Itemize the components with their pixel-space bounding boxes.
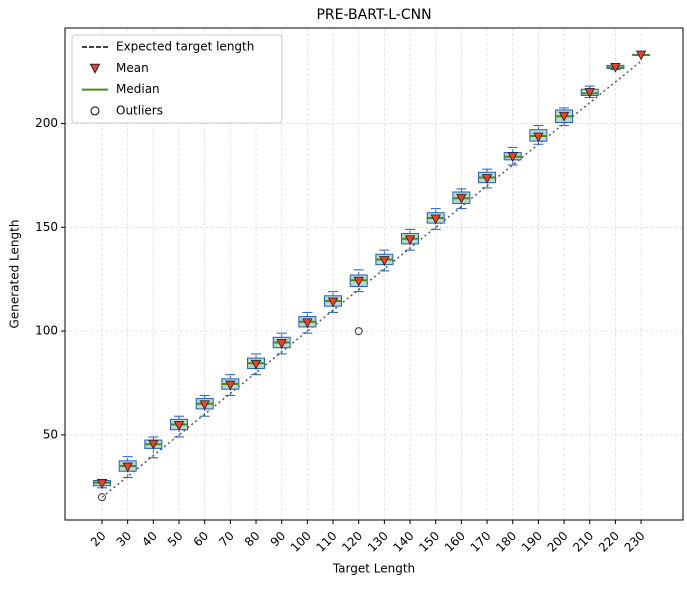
- mean-marker: [327, 297, 339, 308]
- mean-marker: [430, 214, 441, 225]
- legend-label: Median: [116, 82, 160, 96]
- mean-marker: [635, 50, 647, 61]
- mean-marker: [96, 479, 108, 490]
- mean-marker: [610, 63, 621, 73]
- mean-marker: [404, 235, 416, 246]
- y-tick-label: 200: [35, 116, 58, 130]
- expected-line: [101, 60, 642, 498]
- legend-symbol: [89, 63, 101, 74]
- mean-marker: [225, 380, 236, 391]
- legend-label: Outliers: [116, 103, 163, 117]
- chart-title: PRE-BART-L-CNN: [316, 7, 431, 23]
- y-axis-title: Generated Length: [8, 220, 22, 329]
- mean-marker: [507, 152, 518, 163]
- mean-marker: [148, 439, 159, 450]
- mean-marker: [584, 87, 595, 98]
- y-tick-label: 150: [35, 220, 58, 234]
- x-axis-title: Target Length: [332, 562, 415, 576]
- legend-label: Expected target length: [116, 40, 254, 54]
- legend-label: Mean: [116, 61, 149, 75]
- mean-marker: [481, 174, 493, 184]
- plot-frame: [64, 27, 684, 521]
- legend-box: [71, 34, 283, 124]
- mean-marker: [276, 339, 287, 349]
- y-tick-label: 100: [35, 324, 58, 338]
- mean-marker: [250, 359, 262, 370]
- outlier: [98, 493, 106, 502]
- mean-marker: [173, 421, 185, 431]
- mean-marker: [558, 111, 570, 122]
- mean-marker: [379, 256, 390, 266]
- mean-marker: [353, 276, 364, 287]
- mean-marker: [302, 318, 313, 329]
- y-tick-label: 50: [43, 427, 58, 441]
- mean-marker: [456, 193, 467, 204]
- mean-marker: [199, 400, 210, 411]
- outlier: [354, 327, 363, 336]
- mean-marker: [533, 132, 544, 143]
- legend-symbol: [90, 106, 100, 116]
- mean-marker: [122, 462, 133, 473]
